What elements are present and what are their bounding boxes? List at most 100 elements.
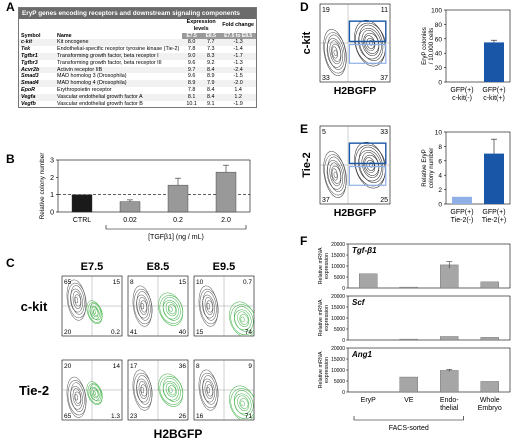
table-cell-name: Transforming growth factor, beta recepto… [57,59,162,66]
x-tick-label: GFP(+) [450,87,473,94]
contour-group [132,285,153,327]
contour-line [234,390,254,416]
plot-frame [57,159,251,213]
panel-c-label: C [6,256,15,270]
x-axis-label: H2BGFP [334,85,377,97]
bar [359,273,378,289]
contour-group [198,285,219,327]
bar [440,370,459,393]
contour-line [158,292,184,326]
contour-line [89,386,100,401]
contour-line [168,387,173,393]
contour-group [229,385,254,420]
table-cell-e75: 10.1 [186,100,197,107]
plot-frame [445,131,511,205]
contour-line [198,369,219,411]
table-cell-e75: 8.1 [187,93,196,100]
contour-line [333,49,338,56]
table-cell-e75: 8.0 [187,39,196,46]
contour-line [167,385,177,396]
bar [480,337,499,341]
table-cell-fold: 1.2 [234,93,242,100]
x-tick-label: 0.02 [123,217,137,224]
quadrant-value: 9 [248,363,252,370]
y-axis-label: expression [324,305,330,331]
y-axis-label: expression [324,253,330,279]
x-tick-label: 2.0 [221,217,231,224]
table-cell-name: MAD homolog 4 (Drosophila) [57,80,127,87]
contour-line [331,43,342,62]
gene-table: EryP genes encoding receptors and downst… [18,7,257,109]
x-tick-label: GFP(+) [482,87,505,94]
contour-line [239,314,249,325]
contour-line [206,300,213,313]
contour-line [140,300,147,313]
contour-line [331,46,338,59]
y-tick-label: 3 [50,158,54,165]
panel-d: 19 11 33 37 c-kit H2BGFP 0 20 40 60 80 100 EryP colo… [301,3,511,102]
contour-line [204,297,214,315]
column-title: E9.5 [213,261,236,273]
contour-line [132,369,153,411]
contour-line [70,382,85,412]
contour-line [168,306,173,312]
contour-line [140,302,145,310]
quadrant-value: 33 [380,129,388,136]
quadrant-value: 1.3 [111,413,120,420]
contour-line [162,381,179,401]
table-cell-symbol: c-kit [21,39,33,46]
contour-group [66,376,87,418]
x-tick-label: Tie-2(-) [451,217,474,224]
contour-line [86,300,103,324]
table-cell-e85: 7.3 [207,46,215,53]
quadrant-value: 65 [64,413,72,420]
x-tick-label: 0.2 [173,217,183,224]
y-axis-label: expression [324,357,330,383]
bar [399,376,418,393]
y-axis-label: Relative mRNA [318,299,324,336]
contour-group [158,373,184,407]
contour-line [140,386,145,394]
table-cell-e85: 8.3 [207,52,215,59]
contour-line [369,40,373,46]
bar [440,264,459,289]
contour-line [86,381,103,405]
y-tick-label: 0 [342,286,345,292]
contour-group [229,301,254,336]
quadrant-value: 15 [196,329,204,336]
table-row: Vegfb Vascular endothelial growth factor … [19,101,256,108]
contour-line [136,375,151,405]
panel-b-label: B [6,152,15,166]
bar [484,153,504,204]
contour-line [162,296,181,321]
bar [399,286,418,289]
table-cell-name: Transforming growth factor, beta recepto… [57,52,159,59]
table-cell-e85: 9.2 [207,59,215,66]
table-cell-e75: 9.6 [187,73,196,80]
quadrant-value: 16 [196,413,204,420]
contour-line [358,24,384,61]
x-tick-label: EryP [361,397,377,404]
contour-line [323,151,347,198]
y-axis-label: colony number [428,148,435,189]
quadrant-value: 41 [130,329,138,336]
table-cell-e85: 8.4 [207,86,215,93]
panel-b-chart: 0 1 2 3 Relative colony number CTRL 0.02 0.2 2.0… [39,152,251,241]
y-axis-label: c-kit [301,31,313,54]
panel-e: 5 33 37 25 Tie-2 H2BGFP 0 2 4 6 8 10 Relative EryP co… [301,125,511,224]
table-row: c-kit Kit oncogene 8.0 7.7 -1.3 [19,39,256,47]
y-tick-label: 20000 [331,242,345,248]
contour-line [229,385,254,420]
y-tick-label: 20 [435,65,443,72]
contour-line [327,34,345,70]
x-axis-label: [TGFβ1] (ng / mL) [148,234,204,241]
table-cell-fold: -1.9 [233,100,243,107]
contour-line [89,384,102,402]
table-cell-name: Vascular endothelial growth factor A [57,93,143,100]
table-cell-e85: 8.9 [207,73,215,80]
x-tick-label: CTRL [73,217,91,224]
contour-line [70,285,85,315]
contour-line [324,32,347,74]
quadrant-value: 20 [64,363,72,370]
